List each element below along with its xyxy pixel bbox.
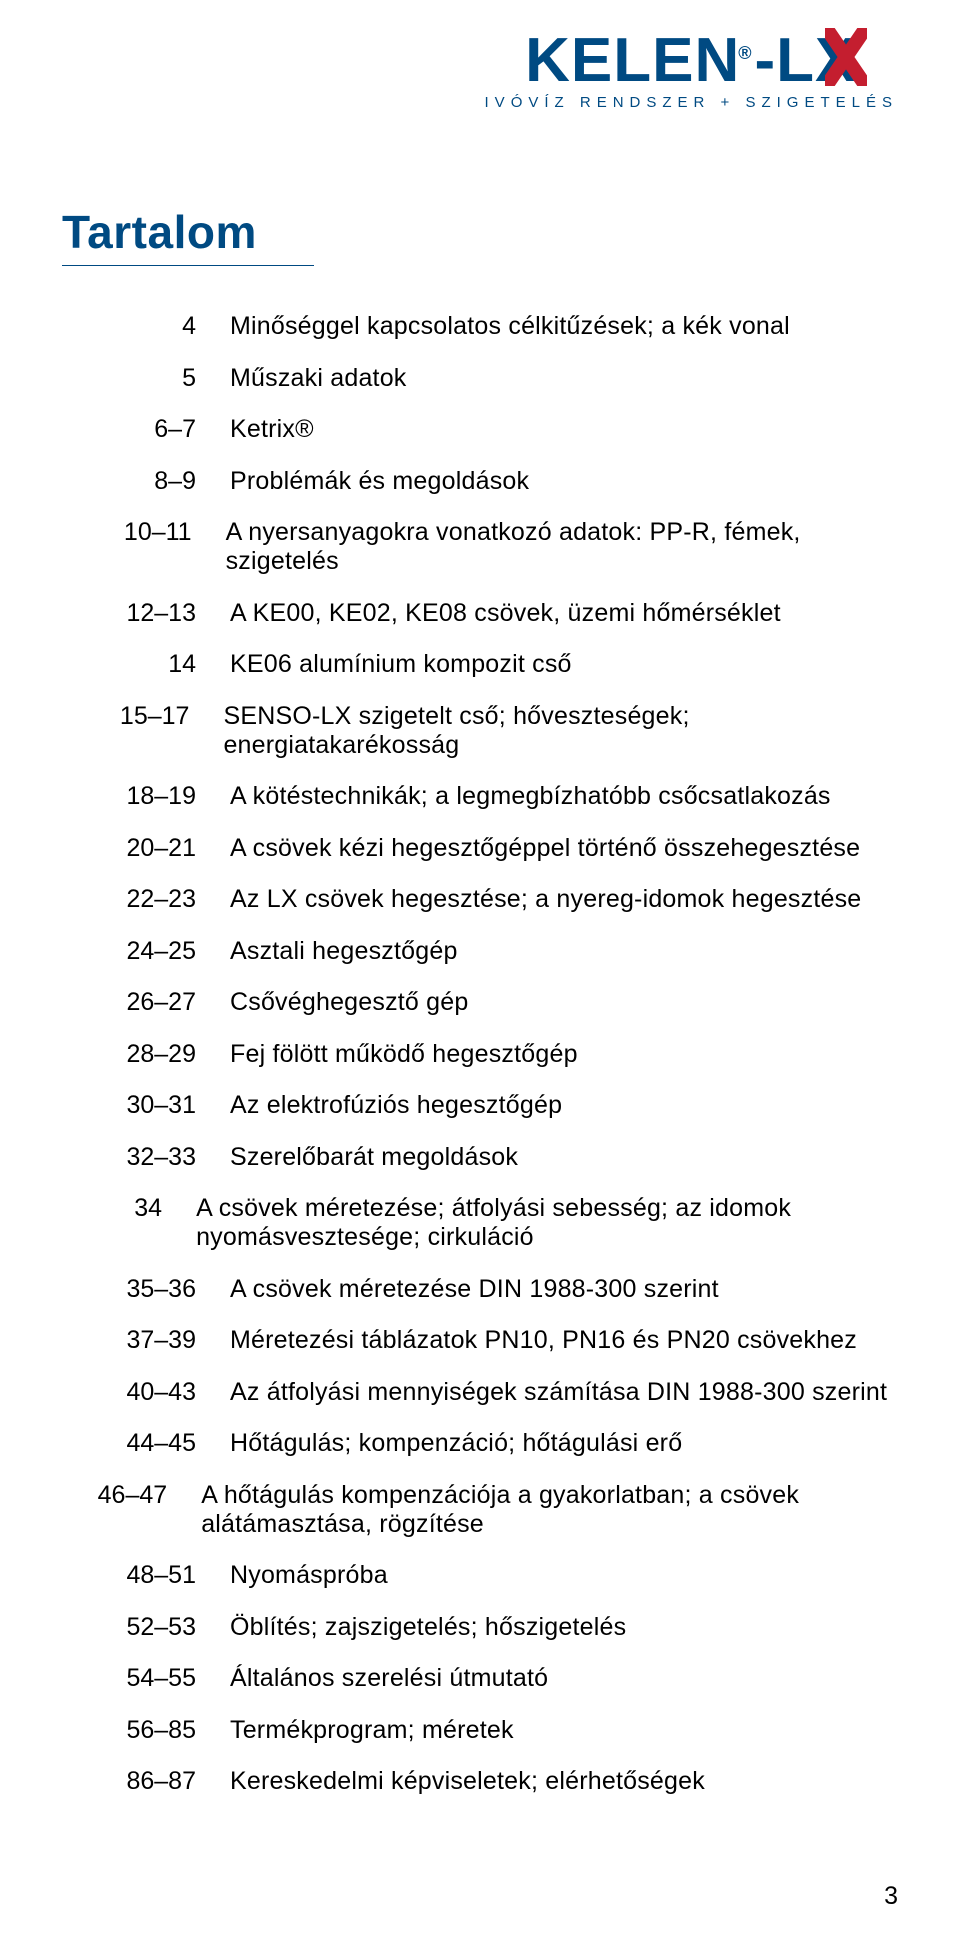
toc-row: 8–9Problémák és megoldások xyxy=(62,467,898,496)
logo-x-red-icon xyxy=(825,28,867,86)
toc-page-range: 32–33 xyxy=(62,1143,230,1172)
toc-row: 24–25Asztali hegesztőgép xyxy=(62,937,898,966)
toc-page-range: 54–55 xyxy=(62,1664,230,1693)
toc-entry-label: Asztali hegesztőgép xyxy=(230,937,458,966)
toc-page-range: 18–19 xyxy=(62,782,230,811)
toc-row: 46–47A hőtágulás kompenzációja a gyakorl… xyxy=(62,1481,898,1539)
page-number: 3 xyxy=(884,1882,898,1911)
toc-entry-label: Az LX csövek hegesztése; a nyereg-idomok… xyxy=(230,885,861,914)
toc-entry-label: Műszaki adatok xyxy=(230,364,407,393)
toc-row: 52–53Öblítés; zajszigetelés; hőszigetelé… xyxy=(62,1613,898,1642)
toc-row: 15–17SENSO-LX szigetelt cső; hőveszteség… xyxy=(62,702,898,760)
toc-row: 6–7Ketrix® xyxy=(62,415,898,444)
toc-page-range: 4 xyxy=(62,312,230,341)
toc-page-range: 46–47 xyxy=(62,1481,201,1539)
toc-entry-label: Az átfolyási mennyiségek számítása DIN 1… xyxy=(230,1378,887,1407)
toc-row: 32–33Szerelőbarát megoldások xyxy=(62,1143,898,1172)
toc-row: 56–85Termékprogram; méretek xyxy=(62,1716,898,1745)
toc-row: 44–45Hőtágulás; kompenzáció; hőtágulási … xyxy=(62,1429,898,1458)
toc-page-range: 35–36 xyxy=(62,1275,230,1304)
toc-entry-label: A nyersanyagokra vonatkozó adatok: PP-R,… xyxy=(226,518,898,576)
toc-page-range: 56–85 xyxy=(62,1716,230,1745)
toc-page-range: 48–51 xyxy=(62,1561,230,1590)
toc-page-range: 86–87 xyxy=(62,1767,230,1796)
toc-entry-label: SENSO-LX szigetelt cső; hőveszteségek; e… xyxy=(223,702,898,760)
toc-page-range: 37–39 xyxy=(62,1326,230,1355)
toc-page-range: 6–7 xyxy=(62,415,230,444)
toc-page-range: 30–31 xyxy=(62,1091,230,1120)
toc-entry-label: A KE00, KE02, KE08 csövek, üzemi hőmérsé… xyxy=(230,599,781,628)
toc-page-range: 14 xyxy=(62,650,230,679)
logo-subtitle: IVÓVÍZ RENDSZER + SZIGETELÉS xyxy=(485,94,898,111)
toc-page-range: 44–45 xyxy=(62,1429,230,1458)
toc-page-range: 8–9 xyxy=(62,467,230,496)
toc-row: 30–31Az elektrofúziós hegesztőgép xyxy=(62,1091,898,1120)
toc-page-range: 5 xyxy=(62,364,230,393)
toc-row: 12–13A KE00, KE02, KE08 csövek, üzemi hő… xyxy=(62,599,898,628)
toc-entry-label: Méretezési táblázatok PN10, PN16 és PN20… xyxy=(230,1326,857,1355)
toc-row: 5Műszaki adatok xyxy=(62,364,898,393)
toc-row: 14KE06 alumínium kompozit cső xyxy=(62,650,898,679)
toc-entry-label: A hőtágulás kompenzációja a gyakorlatban… xyxy=(201,1481,898,1539)
toc-row: 48–51Nyomáspróba xyxy=(62,1561,898,1590)
toc-entry-label: A csövek kézi hegesztőgéppel történő öss… xyxy=(230,834,860,863)
toc-row: 86–87Kereskedelmi képviseletek; elérhető… xyxy=(62,1767,898,1796)
toc-entry-label: Minőséggel kapcsolatos célkitűzések; a k… xyxy=(230,312,790,341)
logo-reg-mark: ® xyxy=(738,44,752,62)
toc-row: 28–29Fej fölött működő hegesztőgép xyxy=(62,1040,898,1069)
toc-entry-label: Szerelőbarát megoldások xyxy=(230,1143,518,1172)
toc-row: 22–23Az LX csövek hegesztése; a nyereg-i… xyxy=(62,885,898,914)
toc-page-range: 22–23 xyxy=(62,885,230,914)
toc-page-range: 24–25 xyxy=(62,937,230,966)
toc-entry-label: Termékprogram; méretek xyxy=(230,1716,514,1745)
page-content: Tartalom 4Minőséggel kapcsolatos célkitű… xyxy=(62,205,898,1819)
toc-row: 34A csövek méretezése; átfolyási sebessé… xyxy=(62,1194,898,1252)
logo-suffix-wrap: -LX xyxy=(755,30,858,92)
toc-entry-label: Kereskedelmi képviseletek; elérhetőségek xyxy=(230,1767,705,1796)
table-of-contents: 4Minőséggel kapcsolatos célkitűzések; a … xyxy=(62,312,898,1819)
toc-entry-label: Ketrix® xyxy=(230,415,314,444)
toc-entry-label: A csövek méretezése; átfolyási sebesség;… xyxy=(196,1194,898,1252)
toc-entry-label: Fej fölött működő hegesztőgép xyxy=(230,1040,578,1069)
toc-page-range: 15–17 xyxy=(62,702,223,760)
toc-row: 26–27Csővéghegesztő gép xyxy=(62,988,898,1017)
toc-entry-label: Nyomáspróba xyxy=(230,1561,388,1590)
toc-entry-label: A csövek méretezése DIN 1988-300 szerint xyxy=(230,1275,719,1304)
toc-entry-label: Hőtágulás; kompenzáció; hőtágulási erő xyxy=(230,1429,682,1458)
toc-entry-label: A kötéstechnikák; a legmegbízhatóbb csőc… xyxy=(230,782,831,811)
toc-row: 10–11A nyersanyagokra vonatkozó adatok: … xyxy=(62,518,898,576)
toc-row: 18–19A kötéstechnikák; a legmegbízhatóbb… xyxy=(62,782,898,811)
toc-row: 54–55Általános szerelési útmutató xyxy=(62,1664,898,1693)
toc-entry-label: Csővéghegesztő gép xyxy=(230,988,469,1017)
toc-page-range: 10–11 xyxy=(62,518,226,576)
toc-page-range: 52–53 xyxy=(62,1613,230,1642)
toc-page-range: 28–29 xyxy=(62,1040,230,1069)
logo-word: KELEN xyxy=(525,30,740,92)
toc-entry-label: Problémák és megoldások xyxy=(230,467,529,496)
toc-entry-label: Általános szerelési útmutató xyxy=(230,1664,548,1693)
toc-page-range: 12–13 xyxy=(62,599,230,628)
toc-entry-label: KE06 alumínium kompozit cső xyxy=(230,650,572,679)
toc-entry-label: Öblítés; zajszigetelés; hőszigetelés xyxy=(230,1613,626,1642)
toc-row: 37–39Méretezési táblázatok PN10, PN16 és… xyxy=(62,1326,898,1355)
toc-row: 4Minőséggel kapcsolatos célkitűzések; a … xyxy=(62,312,898,341)
page-title: Tartalom xyxy=(62,205,314,266)
toc-row: 40–43Az átfolyási mennyiségek számítása … xyxy=(62,1378,898,1407)
toc-page-range: 34 xyxy=(62,1194,196,1252)
toc-page-range: 26–27 xyxy=(62,988,230,1017)
brand-logo: KELEN®-LX IVÓVÍZ RENDSZER + SZIGETELÉS xyxy=(485,30,898,111)
toc-row: 35–36A csövek méretezése DIN 1988-300 sz… xyxy=(62,1275,898,1304)
toc-row: 20–21A csövek kézi hegesztőgéppel történ… xyxy=(62,834,898,863)
logo-main-text: KELEN®-LX xyxy=(525,30,857,92)
toc-entry-label: Az elektrofúziós hegesztőgép xyxy=(230,1091,562,1120)
toc-page-range: 40–43 xyxy=(62,1378,230,1407)
toc-page-range: 20–21 xyxy=(62,834,230,863)
